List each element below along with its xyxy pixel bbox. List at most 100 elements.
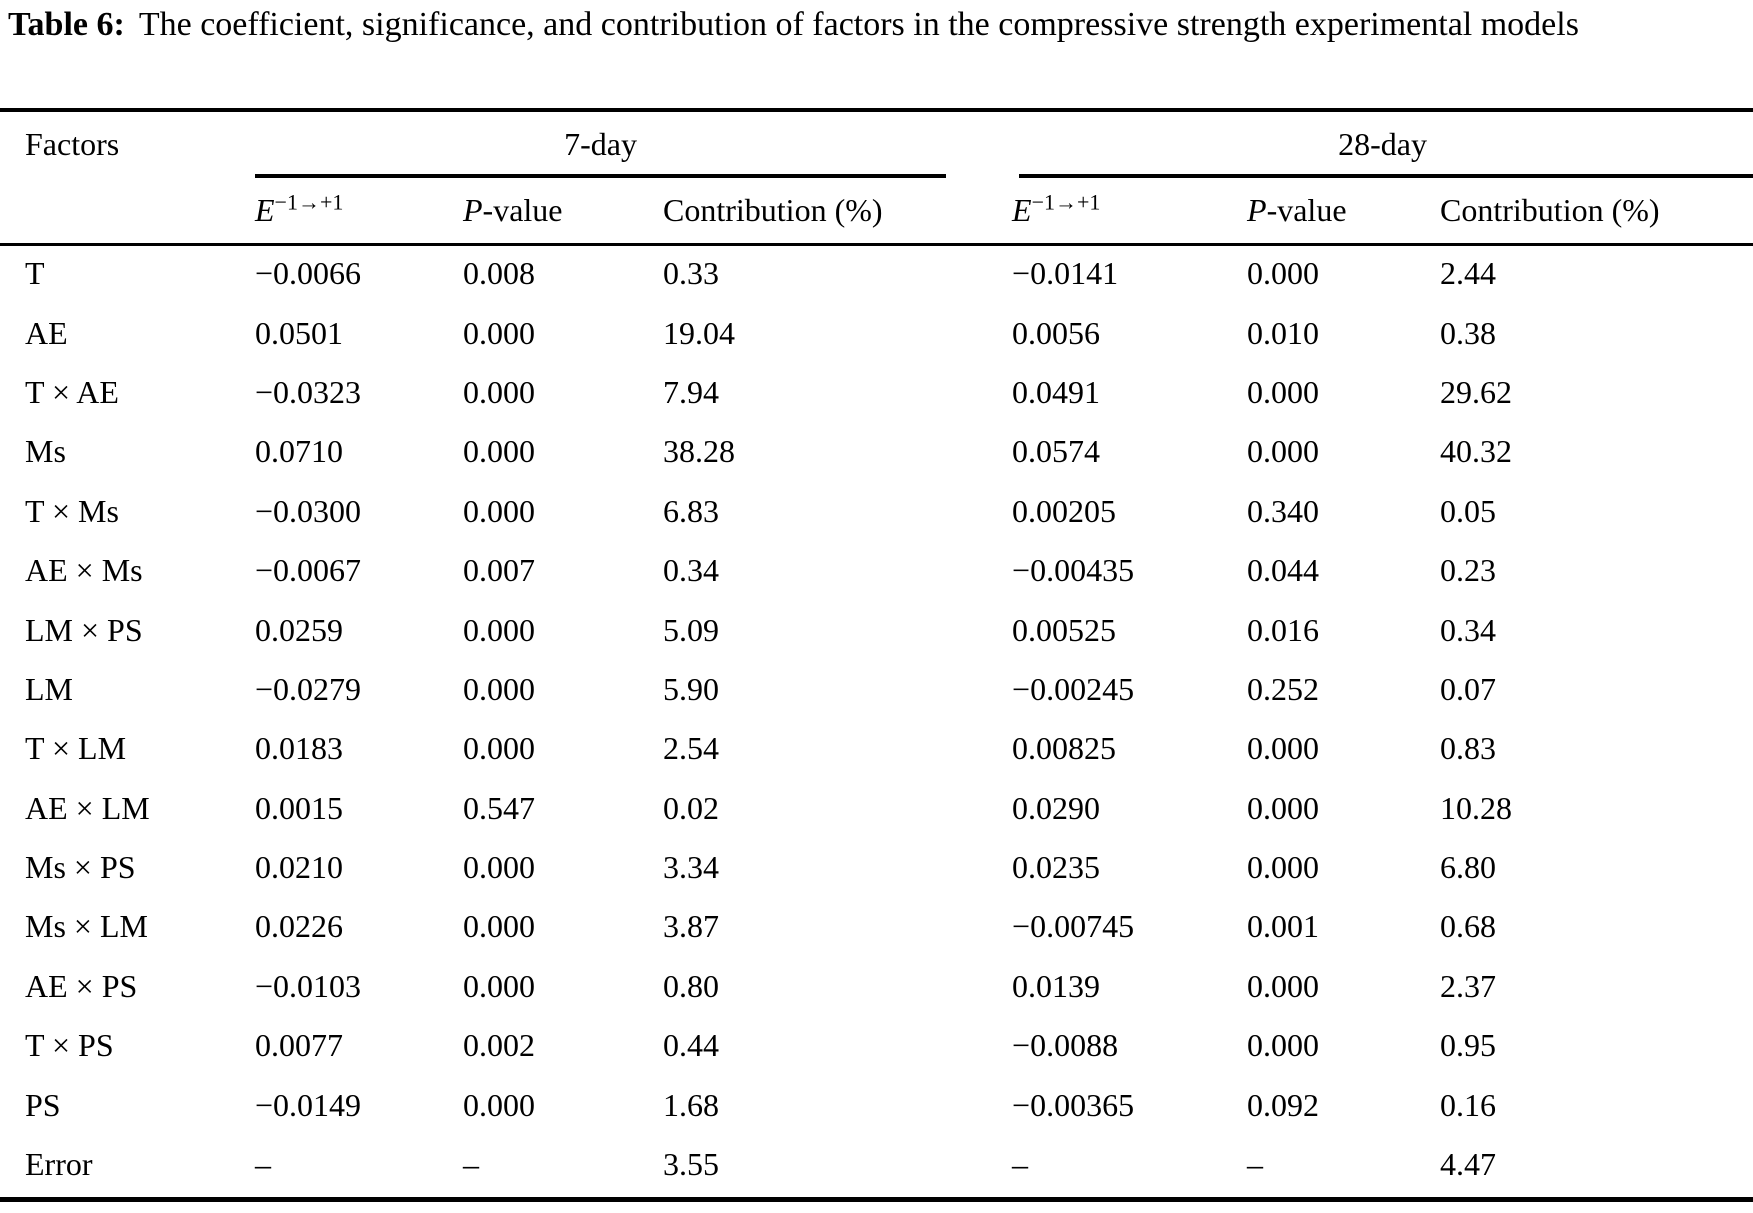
effect-28day-cell: 0.00205 <box>1012 492 1117 529</box>
effect-28day-cell: −0.00245 <box>1012 670 1135 707</box>
effect-28day-cell: 0.0056 <box>1012 314 1101 351</box>
contribution-7day-cell: 0.02 <box>663 789 719 826</box>
effect-28day-cell: 0.0290 <box>1012 789 1101 826</box>
effect-superscript: −1→+1 <box>1031 188 1101 214</box>
contribution-28day-cell: 10.28 <box>1440 789 1513 826</box>
contribution-7day-cell: 3.55 <box>663 1146 719 1183</box>
contribution-28day-cell: 0.05 <box>1440 492 1497 529</box>
table-row: T × AE −0.0323 0.000 7.94 0.0491 0.000 29.62 <box>0 363 1753 422</box>
effect-7day-cell: – <box>255 1146 271 1183</box>
pvalue-28day-cell: 0.000 <box>1247 433 1320 470</box>
contribution-28day-cell: 40.32 <box>1440 433 1513 470</box>
table-row: AE × Ms −0.0067 0.007 0.34 −0.00435 0.044 0.23 <box>0 541 1753 600</box>
table-row: LM × PS 0.0259 0.000 5.09 0.00525 0.016 0.34 <box>0 600 1753 659</box>
contribution-7day-cell: 7.94 <box>663 373 719 410</box>
effect-symbol: E <box>255 191 275 228</box>
p-symbol: P <box>463 191 483 228</box>
contribution-28day-cell: 0.68 <box>1440 908 1497 945</box>
effect-28day-cell: 0.0491 <box>1012 373 1101 410</box>
effect-28day-cell: −0.00365 <box>1012 1086 1135 1123</box>
pvalue-28day-cell: 0.000 <box>1247 849 1320 886</box>
pvalue-28day-cell: 0.000 <box>1247 967 1320 1004</box>
effect-7day-cell: 0.0015 <box>255 789 343 826</box>
factor-cell: LM <box>25 670 73 707</box>
group-header-28day: 28-day <box>1338 125 1427 162</box>
effect-28day-cell: – <box>1012 1146 1029 1183</box>
pvalue-28day-cell: – <box>1247 1146 1264 1183</box>
contribution-7day-cell: 38.28 <box>663 433 735 470</box>
pvalue-7day-cell: 0.000 <box>463 967 535 1004</box>
pvalue-7day-cell: 0.000 <box>463 849 535 886</box>
pvalue-7day-cell: 0.000 <box>463 730 535 767</box>
effect-column-header-28day: E−1→+1 <box>1012 176 1247 244</box>
factor-cell: Ms × LM <box>25 908 148 945</box>
contribution-7day-cell: 3.87 <box>663 908 719 945</box>
pvalue-28day-cell: 0.092 <box>1247 1086 1320 1123</box>
effect-7day-cell: 0.0183 <box>255 730 343 767</box>
factor-cell: T × LM <box>25 730 127 767</box>
pvalue-28day-cell: 0.044 <box>1247 552 1320 589</box>
pvalue-7day-cell: 0.000 <box>463 611 535 648</box>
contribution-7day-cell: 3.34 <box>663 849 719 886</box>
table-row: LM −0.0279 0.000 5.90 −0.00245 0.252 0.07 <box>0 660 1753 719</box>
effect-7day-cell: −0.0066 <box>255 255 362 292</box>
contribution-column-header-7day: Contribution (%) <box>663 191 883 228</box>
p-symbol: P <box>1247 191 1267 228</box>
effect-7day-cell: −0.0103 <box>255 967 362 1004</box>
contribution-7day-cell: 5.90 <box>663 670 719 707</box>
effect-28day-cell: 0.0574 <box>1012 433 1101 470</box>
contribution-7day-cell: 0.44 <box>663 1027 719 1064</box>
factor-cell: AE <box>25 314 68 351</box>
pvalue-28day-cell: 0.000 <box>1247 373 1320 410</box>
effect-28day-cell: −0.00435 <box>1012 552 1135 589</box>
effect-7day-cell: 0.0226 <box>255 908 343 945</box>
pvalue-28day-cell: 0.010 <box>1247 314 1320 351</box>
table-body: T −0.0066 0.008 0.33 −0.0141 0.000 2.44 AE 0.050… <box>0 244 1753 1194</box>
factor-cell: AE × LM <box>25 789 150 826</box>
effect-28day-cell: −0.0141 <box>1012 255 1119 292</box>
table-row: T × LM 0.0183 0.000 2.54 0.00825 0.000 0.83 <box>0 719 1753 778</box>
contribution-7day-cell: 2.54 <box>663 730 719 767</box>
table-row: Ms × LM 0.0226 0.000 3.87 −0.00745 0.001 0.68 <box>0 897 1753 956</box>
effect-7day-cell: 0.0259 <box>255 611 343 648</box>
contribution-7day-cell: 0.34 <box>663 552 719 589</box>
pvalue-7day-cell: 0.000 <box>463 1086 535 1123</box>
table-caption: Table 6: The coefficient, significance, a… <box>8 2 1750 47</box>
effect-28day-cell: 0.0139 <box>1012 967 1101 1004</box>
contribution-28day-cell: 0.23 <box>1440 552 1497 589</box>
pvalue-7day-cell: 0.007 <box>463 552 535 589</box>
group-header-row: Factors 7-day 28-day <box>0 112 1753 176</box>
contribution-28day-cell: 0.38 <box>1440 314 1497 351</box>
table-bottom-rule <box>0 1197 1753 1202</box>
table-row: AE × LM 0.0015 0.547 0.02 0.0290 0.000 10.28 <box>0 779 1753 838</box>
effect-7day-cell: −0.0279 <box>255 670 362 707</box>
effect-7day-cell: −0.0323 <box>255 373 362 410</box>
contribution-7day-cell: 0.80 <box>663 967 719 1004</box>
effect-7day-cell: −0.0300 <box>255 492 362 529</box>
effect-7day-cell: 0.0501 <box>255 314 343 351</box>
factors-column-header: Factors <box>25 125 120 162</box>
factor-cell: AE × Ms <box>25 552 143 589</box>
factor-cell: T × PS <box>25 1027 114 1064</box>
pvalue-7day-cell: 0.000 <box>463 373 535 410</box>
contribution-28day-cell: 0.34 <box>1440 611 1497 648</box>
table-row: PS −0.0149 0.000 1.68 −0.00365 0.092 0.16 <box>0 1075 1753 1134</box>
contribution-7day-cell: 19.04 <box>663 314 735 351</box>
contribution-28day-cell: 0.95 <box>1440 1027 1497 1064</box>
effect-28day-cell: 0.00825 <box>1012 730 1117 767</box>
pvalue-column-header-7day: P-value <box>463 176 663 244</box>
group-header-7day: 7-day <box>564 125 637 162</box>
pvalue-7day-cell: 0.000 <box>463 314 535 351</box>
pvalue-7day-cell: 0.000 <box>463 908 535 945</box>
table-row: Ms × PS 0.0210 0.000 3.34 0.0235 0.000 6.80 <box>0 838 1753 897</box>
effect-28day-cell: 0.00525 <box>1012 611 1117 648</box>
contribution-column-header-28day: Contribution (%) <box>1440 191 1660 228</box>
factor-cell: AE × PS <box>25 967 138 1004</box>
pvalue-7day-cell: 0.002 <box>463 1027 535 1064</box>
table-row: Ms 0.0710 0.000 38.28 0.0574 0.000 40.32 <box>0 422 1753 481</box>
factor-cell: Ms <box>25 433 66 470</box>
table-row: T −0.0066 0.008 0.33 −0.0141 0.000 2.44 <box>0 244 1753 303</box>
effect-7day-cell: −0.0149 <box>255 1086 362 1123</box>
pvalue-28day-cell: 0.000 <box>1247 789 1320 826</box>
